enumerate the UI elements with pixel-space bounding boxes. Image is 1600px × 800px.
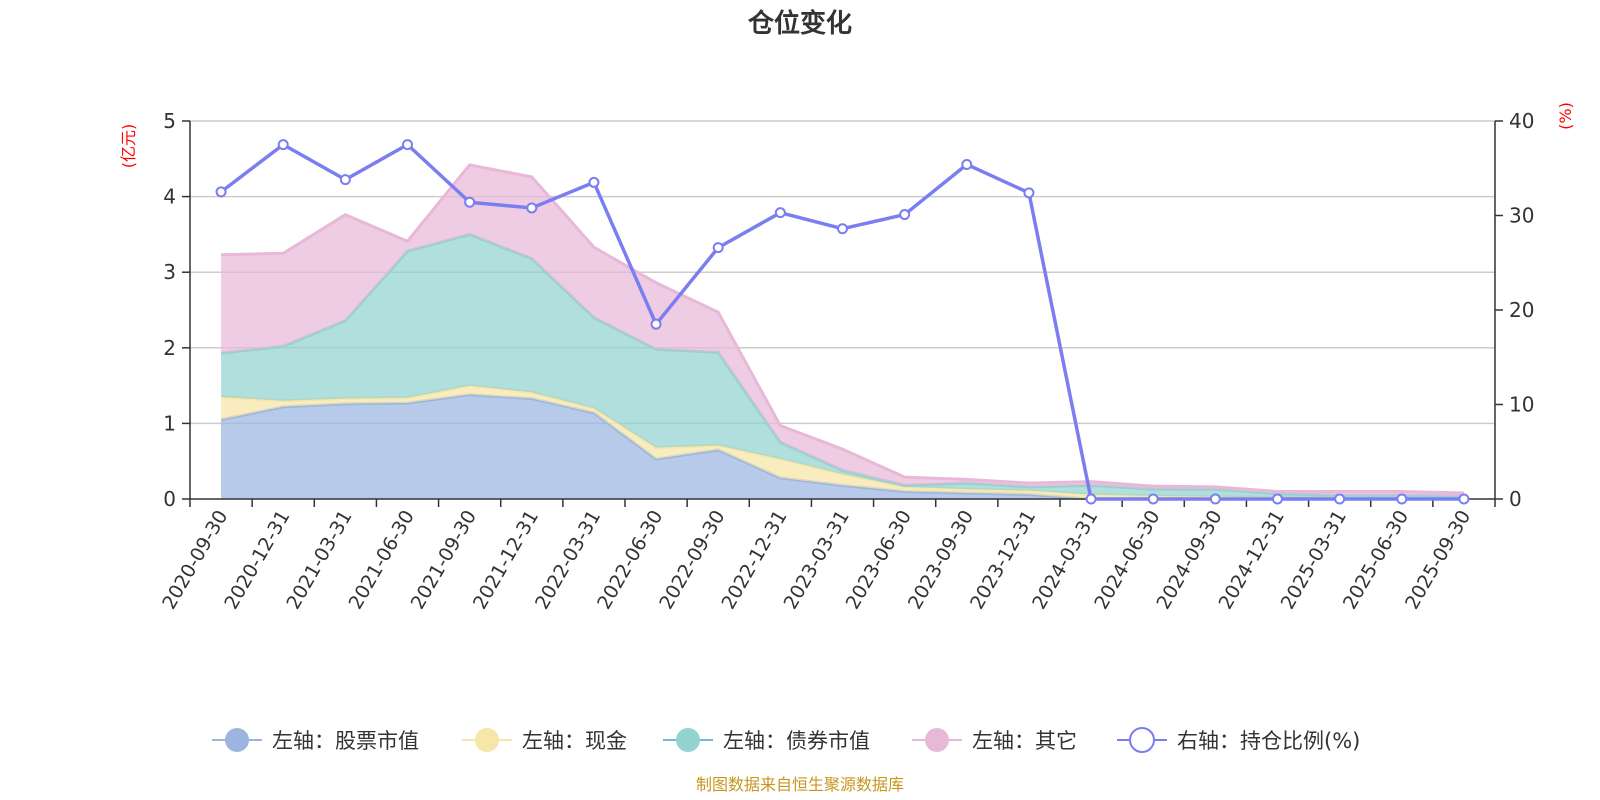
- legend-label: 左轴：其它: [972, 729, 1077, 753]
- legend-marker: [225, 728, 249, 752]
- x-tick-label: 2023-09-30: [904, 507, 978, 614]
- legend-label: 右轴：持仓比例(%): [1177, 729, 1360, 753]
- x-tick-label: 2022-03-31: [531, 507, 605, 614]
- legend-label: 左轴：股票市值: [272, 729, 419, 753]
- holding-ratio-point: [1085, 493, 1097, 505]
- right-tick-label: 10: [1509, 393, 1534, 417]
- area-series-1: [221, 385, 1464, 499]
- x-tick-label: 2024-09-30: [1152, 507, 1226, 614]
- holding-ratio-point: [899, 209, 911, 221]
- holding-ratio-point: [215, 186, 227, 198]
- legend[interactable]: 左轴：股票市值 左轴：现金 左轴：债券市值 左轴：其它 右轴：持仓比例(%): [212, 727, 1360, 753]
- legend-label: 左轴：债券市值: [723, 729, 870, 753]
- right-tick-label: 40: [1509, 109, 1534, 133]
- stacked-areas: [220, 163, 1464, 501]
- holding-ratio-point: [1458, 493, 1470, 505]
- legend-item-0[interactable]: 左轴：股票市值: [212, 728, 419, 753]
- x-tick-label: 2022-09-30: [655, 507, 729, 614]
- left-tick-label: 0: [163, 487, 176, 511]
- x-tick-label: 2025-06-30: [1339, 507, 1413, 614]
- x-tick-label: 2024-06-30: [1090, 507, 1164, 614]
- holding-ratio-point: [1334, 493, 1346, 505]
- right-axis-unit: (%): [1556, 102, 1575, 130]
- holding-ratio-point: [1209, 493, 1221, 505]
- x-tick-label: 2024-03-31: [1028, 507, 1102, 614]
- left-tick-label: 1: [163, 411, 176, 435]
- legend-marker: [676, 728, 700, 752]
- x-tick-label: 2024-12-31: [1215, 507, 1289, 614]
- area-series-2: [221, 234, 1464, 498]
- right-tick-label: 30: [1509, 204, 1534, 228]
- holding-ratio-point: [961, 158, 973, 170]
- holding-ratio-point: [588, 176, 600, 188]
- x-tick-label: 2023-03-31: [780, 507, 854, 614]
- legend-marker: [925, 728, 949, 752]
- holding-ratio-point: [837, 223, 848, 235]
- holding-ratio-point: [277, 139, 289, 151]
- legend-item-3[interactable]: 左轴：其它: [912, 728, 1077, 753]
- chart-title: 仓位变化: [747, 8, 852, 39]
- holding-ratio-point: [712, 242, 724, 254]
- holding-ratio-point: [339, 174, 351, 186]
- holding-ratio-point: [1396, 493, 1408, 505]
- area-series-3: [221, 164, 1464, 496]
- x-tick-label: 2025-09-30: [1401, 507, 1475, 614]
- legend-item-4[interactable]: 右轴：持仓比例(%): [1117, 727, 1360, 753]
- left-axis-unit: (亿元): [119, 124, 138, 169]
- holding-ratio-point: [1272, 493, 1283, 505]
- legend-marker: [1129, 727, 1155, 753]
- source-note: 制图数据来自恒生聚源数据库: [696, 775, 904, 794]
- x-tick-label: 2020-12-31: [220, 507, 294, 614]
- x-tick-label: 2022-12-31: [717, 507, 791, 614]
- legend-item-2[interactable]: 左轴：债券市值: [663, 728, 870, 753]
- x-tick-label: 2021-12-31: [469, 507, 543, 614]
- x-tick-label: 2021-03-31: [282, 507, 356, 614]
- legend-item-1[interactable]: 左轴：现金: [462, 728, 627, 753]
- left-tick-label: 3: [163, 260, 176, 284]
- holding-ratio-point: [464, 196, 476, 208]
- holding-ratio-point: [774, 207, 786, 219]
- left-tick-label: 4: [163, 185, 176, 209]
- holding-ratio-point: [650, 318, 662, 330]
- legend-label: 左轴：现金: [522, 729, 627, 753]
- holding-ratio-point: [1147, 493, 1159, 505]
- x-tick-label: 2021-09-30: [407, 507, 481, 614]
- x-tick-label: 2025-03-31: [1277, 507, 1351, 614]
- x-tick-label: 2022-06-30: [593, 507, 667, 614]
- holding-ratio-point: [1023, 187, 1035, 199]
- legend-marker: [475, 728, 499, 752]
- right-tick-label: 20: [1509, 298, 1534, 322]
- x-tick-label: 2023-12-31: [966, 507, 1040, 614]
- x-tick-label: 2020-09-30: [158, 507, 232, 614]
- holding-ratio-point: [402, 139, 413, 151]
- x-tick-label: 2021-06-30: [345, 507, 419, 614]
- left-tick-label: 5: [163, 109, 176, 133]
- holding-ratio-point: [526, 202, 538, 214]
- left-tick-label: 2: [163, 336, 176, 360]
- right-tick-label: 0: [1509, 487, 1522, 511]
- area-series-0: [221, 394, 1464, 499]
- holding-ratio-line: [215, 139, 1470, 505]
- area-series-edge-3: [221, 163, 1464, 495]
- x-tick-label: 2023-06-30: [842, 507, 916, 614]
